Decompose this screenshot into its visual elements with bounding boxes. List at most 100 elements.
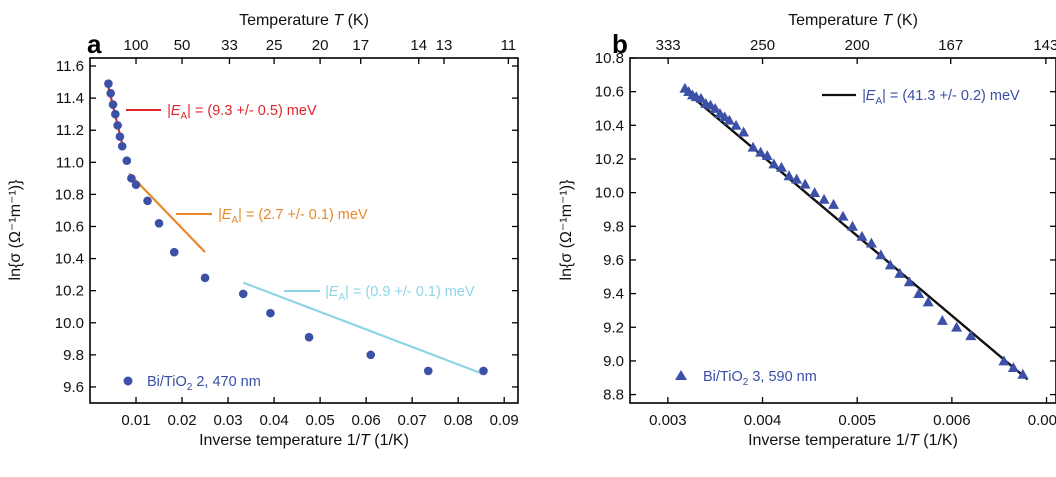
panel-b-fit-label: |EA| = (41.3 +/- 0.2) meV xyxy=(862,88,1020,107)
data-point xyxy=(846,220,858,231)
data-point xyxy=(951,321,963,332)
y-tick-label: 11.0 xyxy=(56,154,84,171)
y-tick-label: 9.6 xyxy=(603,252,624,269)
x-tick-label: 0.003 xyxy=(649,412,687,429)
panel-b-ticks: 0.003 0.004 0.005 0.006 0.007 8.8 9.0 9.2 9.4 9.6… xyxy=(595,37,1056,429)
data-point xyxy=(479,366,488,376)
top-tick-label: 25 xyxy=(266,37,283,54)
panel-a-fit-lines xyxy=(107,86,484,376)
data-point xyxy=(913,288,925,299)
data-point xyxy=(122,156,132,165)
data-point xyxy=(111,109,120,119)
panel-a-legend-marker xyxy=(123,376,133,386)
panel-a-top-axis-title: Temperature T (K) xyxy=(239,12,369,29)
data-point xyxy=(783,170,795,181)
panel-b: b Temperature T (K) Inverse temperature … xyxy=(558,12,1056,449)
y-tick-label: 10.4 xyxy=(55,251,84,268)
data-point xyxy=(884,259,896,270)
data-point xyxy=(131,180,141,190)
x-tick-label: 0.01 xyxy=(121,412,150,429)
top-tick-label: 33 xyxy=(221,37,238,54)
x-tick-label: 0.005 xyxy=(838,412,876,429)
y-tick-label: 10.6 xyxy=(595,84,624,101)
data-point xyxy=(809,187,821,198)
data-point xyxy=(865,237,877,248)
panel-b-legend-label: Bi/TiO2 3, 590 nm xyxy=(703,369,817,388)
data-point xyxy=(723,114,735,125)
data-point xyxy=(818,193,830,204)
data-point xyxy=(127,174,136,183)
data-point xyxy=(965,330,977,341)
panel-b-legend-marker xyxy=(675,370,687,380)
panel-b-data-points xyxy=(679,82,1029,379)
data-point xyxy=(922,296,934,307)
x-tick-label: 0.07 xyxy=(398,412,427,429)
data-point xyxy=(730,119,742,130)
data-point xyxy=(747,141,759,152)
top-tick-label: 333 xyxy=(656,37,681,54)
y-tick-label: 11.2 xyxy=(56,122,84,139)
panel-a-data-points xyxy=(104,79,488,376)
top-tick-label: 50 xyxy=(174,37,191,54)
top-tick-label: 167 xyxy=(938,37,963,54)
x-tick-label: 0.06 xyxy=(352,412,381,429)
data-point xyxy=(768,158,780,169)
data-point xyxy=(837,210,849,221)
top-tick-label: 11 xyxy=(501,37,517,54)
panel-b-x-axis-title: Inverse temperature 1/T (1/K) xyxy=(748,432,958,449)
data-point xyxy=(856,230,868,241)
data-point xyxy=(143,196,152,206)
data-point xyxy=(117,141,127,151)
data-point xyxy=(775,161,787,172)
panel-a-letter: a xyxy=(87,29,102,59)
top-tick-label: 13 xyxy=(436,37,453,54)
y-tick-label: 10.0 xyxy=(55,315,84,332)
data-point xyxy=(154,218,164,228)
data-point xyxy=(108,100,118,109)
top-tick-label: 14 xyxy=(410,37,427,54)
x-tick-label: 0.007 xyxy=(1028,412,1056,429)
top-tick-label: 20 xyxy=(312,37,329,54)
data-point xyxy=(366,350,376,360)
data-point xyxy=(1007,362,1019,373)
fit-line-1 xyxy=(681,87,1029,381)
y-tick-label: 10.6 xyxy=(55,218,84,235)
x-tick-label: 0.08 xyxy=(444,412,473,429)
x-tick-label: 0.09 xyxy=(490,412,519,429)
panel-a: a Temperature T (K) Inverse temperature … xyxy=(7,12,519,449)
data-point xyxy=(755,146,767,157)
data-point xyxy=(998,355,1010,366)
y-tick-label: 9.0 xyxy=(603,353,624,370)
y-tick-label: 10.0 xyxy=(595,185,624,202)
data-point xyxy=(828,198,840,209)
x-tick-label: 0.04 xyxy=(259,412,288,429)
panel-a-fit3-label: |EA| = (0.9 +/- 0.1) meV xyxy=(325,284,475,303)
y-tick-label: 8.8 xyxy=(603,387,624,404)
panel-a-y-axis-title: ln{σ (Ω⁻¹m⁻¹)} xyxy=(7,179,24,281)
data-point xyxy=(791,173,803,184)
data-point xyxy=(761,150,773,161)
panel-a-ticks: 0.01 0.02 0.03 0.04 0.05 0.06 0.07 0.08 0.09 9.6 9… xyxy=(55,37,519,429)
data-point xyxy=(423,366,433,376)
panel-b-plot-frame xyxy=(629,57,1056,404)
y-tick-label: 11.4 xyxy=(56,90,84,107)
y-tick-label: 10.2 xyxy=(55,283,84,300)
y-tick-label: 10.4 xyxy=(595,117,624,134)
data-point xyxy=(169,247,179,257)
panel-b-letter: b xyxy=(612,29,628,59)
panel-b-y-axis-title: ln{σ (Ω⁻¹m⁻¹)} xyxy=(558,179,575,281)
panel-a-x-axis-title: Inverse temperature 1/T (1/K) xyxy=(199,432,409,449)
data-point xyxy=(304,332,314,342)
data-point xyxy=(903,276,915,287)
data-point xyxy=(113,121,122,130)
y-tick-label: 10.8 xyxy=(55,186,84,203)
data-point xyxy=(709,102,721,113)
data-point xyxy=(104,79,113,88)
y-tick-label: 9.4 xyxy=(603,286,624,303)
x-tick-label: 0.004 xyxy=(744,412,782,429)
top-tick-label: 143 xyxy=(1033,37,1056,54)
y-tick-label: 9.8 xyxy=(603,218,624,235)
data-point xyxy=(200,273,210,283)
data-point xyxy=(1017,368,1029,379)
